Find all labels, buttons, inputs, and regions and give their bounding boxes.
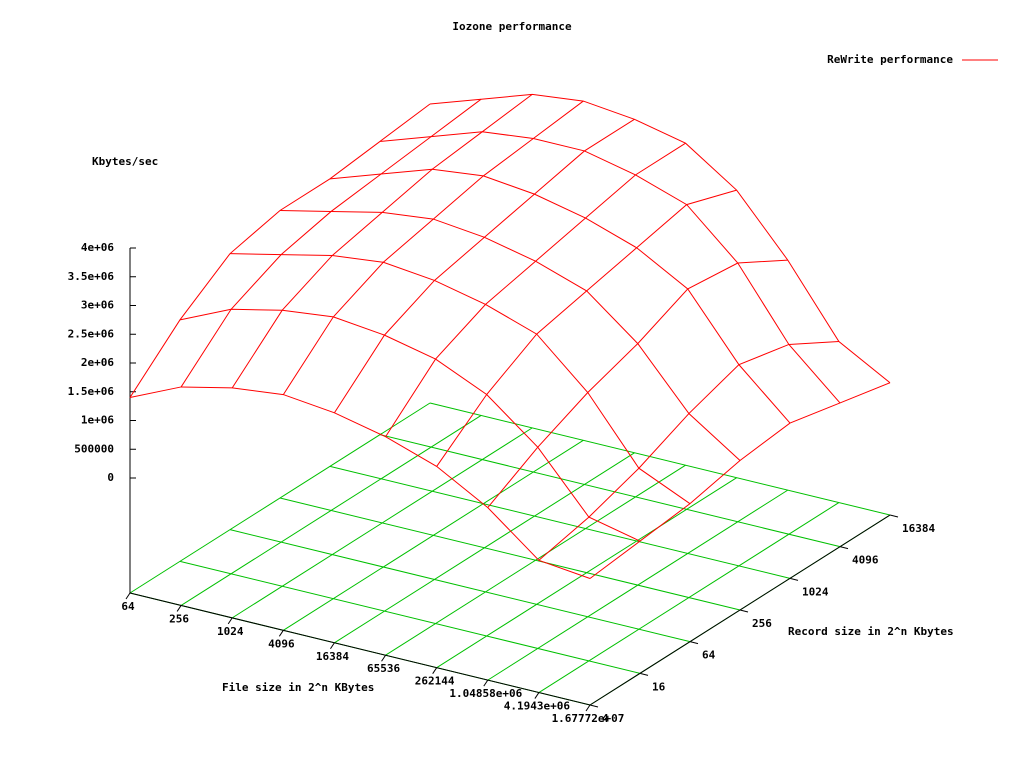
- x-tick: [176, 605, 182, 612]
- surface-column: [279, 210, 741, 461]
- x-tick-label: 4096: [268, 637, 295, 650]
- surface-row: [282, 100, 584, 395]
- surface-row: [129, 103, 431, 398]
- grid-line: [229, 529, 691, 643]
- x-tick-label: 16384: [316, 650, 349, 663]
- z-tick-label: 2e+06: [81, 356, 114, 369]
- z-tick-label: 0: [107, 471, 114, 484]
- z-tick-label: 3.5e+06: [68, 270, 115, 283]
- z-axis-label: Kbytes/sec: [92, 155, 158, 168]
- surface-column: [379, 131, 841, 404]
- x-tick: [125, 592, 131, 600]
- x-tick: [381, 654, 386, 662]
- z-tick-label: 4e+06: [81, 241, 114, 254]
- grid-line: [283, 439, 584, 631]
- y-tick-label: 256: [752, 617, 772, 630]
- x-tick: [432, 667, 438, 674]
- y-tick-label: 4096: [852, 554, 879, 567]
- grid-line: [279, 497, 741, 611]
- y-tick: [739, 609, 749, 613]
- surface-row: [231, 93, 533, 389]
- y-tick: [589, 704, 599, 708]
- x-tick-label: 256: [169, 612, 189, 625]
- grid-line: [385, 464, 686, 656]
- x-tick-label: 64: [121, 600, 135, 613]
- y-tick-label: 4: [602, 712, 609, 725]
- grid-line: [179, 560, 641, 674]
- x-tick-label: 1.04858e+06: [449, 687, 522, 700]
- z-tick-label: 500000: [74, 442, 114, 455]
- x-tick: [483, 679, 489, 687]
- x-tick: [330, 642, 335, 650]
- y-tick: [889, 514, 899, 518]
- x-tick: [534, 692, 540, 699]
- x-tick-label: 65536: [367, 662, 400, 675]
- surface-row: [589, 382, 891, 579]
- z-tick-label: 1e+06: [81, 414, 114, 427]
- grid-line: [180, 415, 482, 606]
- z-tick-label: 2.5e+06: [68, 327, 115, 340]
- x-tick-label: 262144: [415, 675, 455, 688]
- x-tick: [585, 704, 591, 712]
- z-tick-label: 1.5e+06: [68, 385, 115, 398]
- y-tick: [689, 641, 699, 645]
- x-tick: [227, 617, 233, 625]
- y-tick-label: 64: [702, 649, 716, 662]
- axis-line: [129, 514, 891, 706]
- legend-label: ReWrite performance: [827, 53, 953, 66]
- grid-line: [429, 402, 891, 516]
- y-tick: [789, 577, 799, 581]
- surface-row: [180, 98, 482, 388]
- x-tick-label: 1.67772e+07: [552, 712, 625, 725]
- grid-line: [231, 427, 533, 619]
- grid-line: [329, 465, 791, 579]
- surface-row: [436, 189, 737, 467]
- chart-title: Iozone performance: [452, 20, 572, 33]
- surface-column: [129, 386, 591, 579]
- surface-column: [329, 168, 791, 424]
- surface-row: [487, 259, 788, 508]
- y-tick: [839, 546, 849, 550]
- grid-line: [379, 434, 841, 548]
- surface-column: [429, 93, 891, 384]
- y-tick-label: 1024: [802, 585, 829, 598]
- x-tick-label: 1024: [217, 625, 244, 638]
- surface-column: [179, 308, 641, 542]
- surface-row: [538, 341, 839, 561]
- grid-line: [487, 489, 789, 681]
- y-tick-label: 16384: [902, 522, 935, 535]
- surface-column: [229, 253, 691, 505]
- z-tick-label: 3e+06: [81, 299, 114, 312]
- y-tick: [639, 672, 649, 676]
- surface-row: [385, 142, 686, 437]
- grid-line: [436, 477, 737, 669]
- y-axis-label: Record size in 2^n Kbytes: [788, 625, 954, 638]
- grid-line: [334, 452, 635, 644]
- grid-line: [538, 502, 840, 693]
- x-tick-label: 4.1943e+06: [504, 700, 571, 713]
- y-tick-label: 16: [652, 680, 666, 693]
- x-axis-label: File size in 2^n KBytes: [222, 681, 374, 694]
- grid-line: [129, 402, 431, 594]
- x-tick: [278, 630, 284, 637]
